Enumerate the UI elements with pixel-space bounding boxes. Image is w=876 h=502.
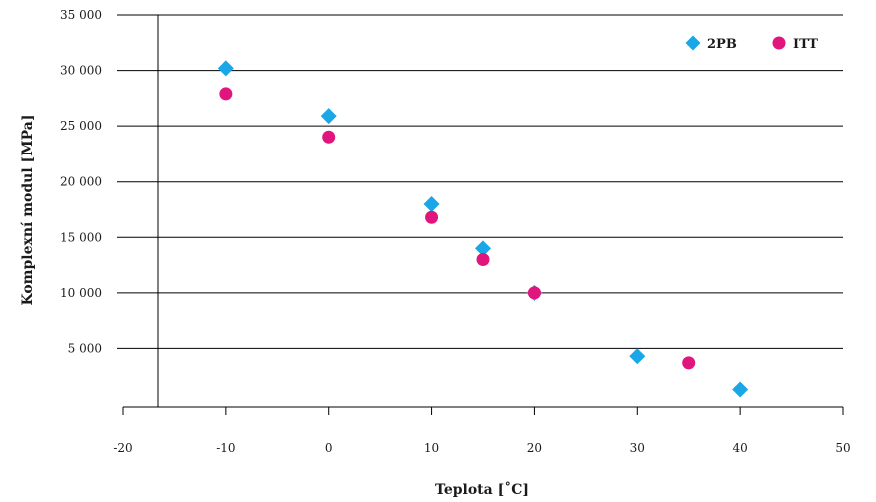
x-axis-title: Teplota [˚C] [435, 481, 529, 498]
axes [123, 15, 843, 408]
point-2pb [629, 348, 646, 365]
point-2pb [423, 195, 440, 212]
legend-marker-2pb [685, 35, 701, 51]
y-tick-label: 5 000 [68, 341, 102, 355]
point-itt [527, 286, 541, 300]
point-itt [219, 87, 233, 101]
legend: 2PB ITT [685, 35, 818, 52]
x-tick-label: 40 [733, 441, 748, 455]
point-2pb [320, 108, 337, 125]
point-2pb [475, 240, 491, 257]
y-tick-label: 30 000 [60, 64, 102, 78]
x-tick-label: 30 [630, 441, 645, 455]
point-itt [476, 253, 490, 267]
x-tick-label: -10 [216, 441, 235, 455]
y-axis-ticks: 5 000 10 000 15 000 20 000 25 000 30 000 35 00… [60, 8, 102, 355]
x-tick-label: 50 [835, 441, 850, 455]
x-tick-label: -20 [113, 441, 132, 455]
point-2pb [217, 60, 234, 77]
y-tick-label: 35 000 [60, 8, 102, 22]
y-tick-label: 15 000 [60, 230, 102, 244]
point-itt [322, 130, 336, 144]
y-tick-label: 25 000 [60, 119, 102, 133]
y-axis-title: Komplexní modul [MPa] [20, 114, 36, 305]
legend-label-2pb: 2PB [707, 37, 737, 52]
x-tick-label: 20 [527, 441, 542, 455]
x-tick-label: 10 [424, 441, 439, 455]
y-tick-label: 10 000 [60, 286, 102, 300]
point-itt [682, 356, 696, 370]
x-tick-label: 0 [325, 441, 333, 455]
point-2pb [732, 381, 749, 398]
data-points [217, 60, 749, 398]
point-itt [425, 210, 439, 224]
y-tick-label: 20 000 [60, 175, 102, 189]
x-axis-ticks: -20 -10 0 10 20 30 40 50 [113, 407, 851, 455]
grid-lines [117, 14, 843, 349]
legend-label-itt: ITT [793, 37, 818, 52]
legend-marker-itt [772, 36, 786, 50]
